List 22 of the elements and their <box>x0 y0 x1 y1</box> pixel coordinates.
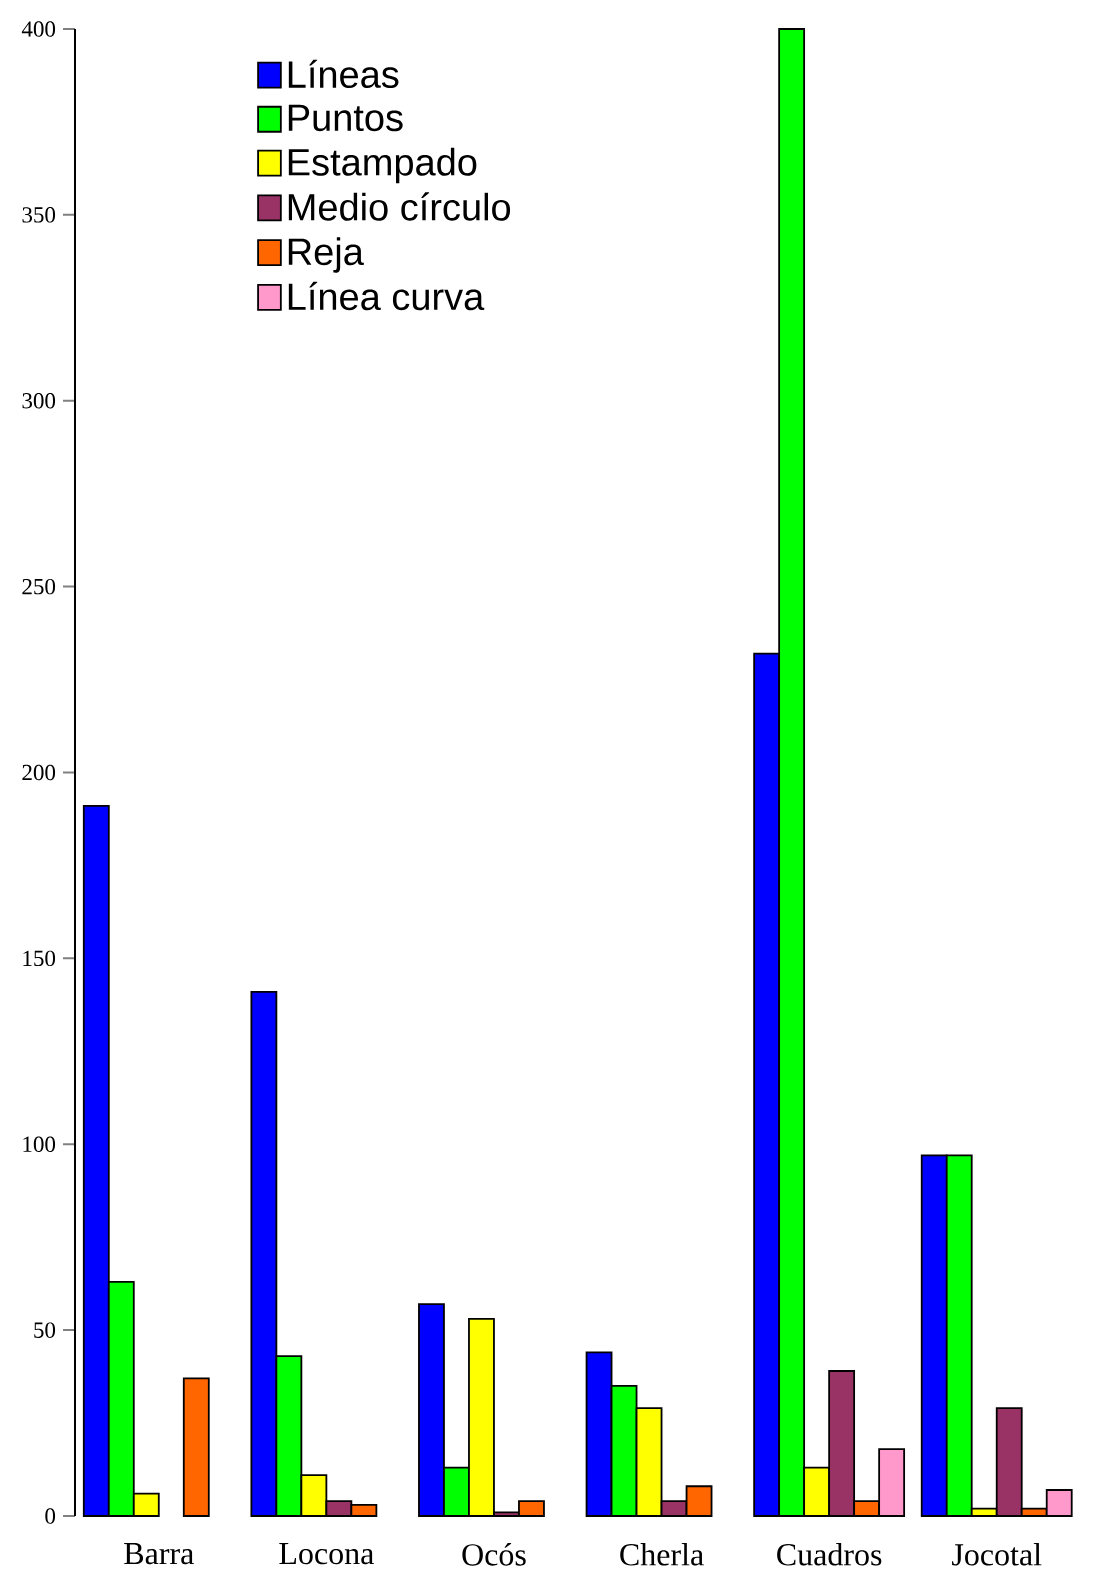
legend-label: Líneas <box>288 59 399 89</box>
x-tick-label: Barra <box>124 1543 194 1565</box>
y-tick-label: 100 <box>23 1136 56 1152</box>
y-tick-label: 0 <box>45 1508 56 1524</box>
x-tick-label: Jocotal <box>952 1543 1042 1566</box>
x-tick-label: Ocós <box>462 1543 526 1566</box>
legend-label: Medio círculo <box>288 192 511 221</box>
y-tick-label: 200 <box>22 764 56 781</box>
y-tick-label: 400 <box>21 21 56 37</box>
x-tick-label: Cuadros <box>777 1543 882 1566</box>
y-tick-label: 300 <box>22 393 56 409</box>
legend-label: Puntos <box>288 104 403 132</box>
legend-label: Reja <box>288 237 364 273</box>
y-tick-label: 50 <box>34 1322 56 1338</box>
legend-label: Estampado <box>288 147 477 184</box>
y-tick-label: 150 <box>23 950 56 967</box>
y-tick-label: 350 <box>22 207 56 223</box>
y-tick-label: 250 <box>22 578 56 595</box>
x-tick-label: Locona <box>279 1543 374 1565</box>
legend-label: Línea curva <box>288 281 485 311</box>
bar <box>182 1377 210 1517</box>
x-tick-label: Cherla <box>620 1543 704 1566</box>
